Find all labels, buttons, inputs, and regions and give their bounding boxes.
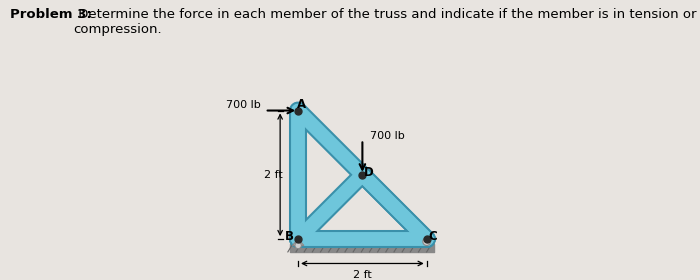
- Text: 700 lb: 700 lb: [226, 100, 261, 110]
- Text: D: D: [364, 166, 374, 179]
- Text: Problem 3:: Problem 3:: [10, 8, 92, 21]
- Text: C: C: [428, 230, 438, 243]
- Text: 700 lb: 700 lb: [370, 131, 405, 141]
- Circle shape: [295, 242, 301, 249]
- Text: 2 ft: 2 ft: [353, 270, 372, 280]
- Text: 2 ft: 2 ft: [265, 170, 283, 180]
- Text: Determine the force in each member of the truss and indicate if the member is in: Determine the force in each member of th…: [74, 8, 696, 36]
- Polygon shape: [293, 239, 304, 246]
- Text: B: B: [285, 230, 293, 243]
- Circle shape: [423, 238, 430, 246]
- Text: A: A: [298, 98, 307, 111]
